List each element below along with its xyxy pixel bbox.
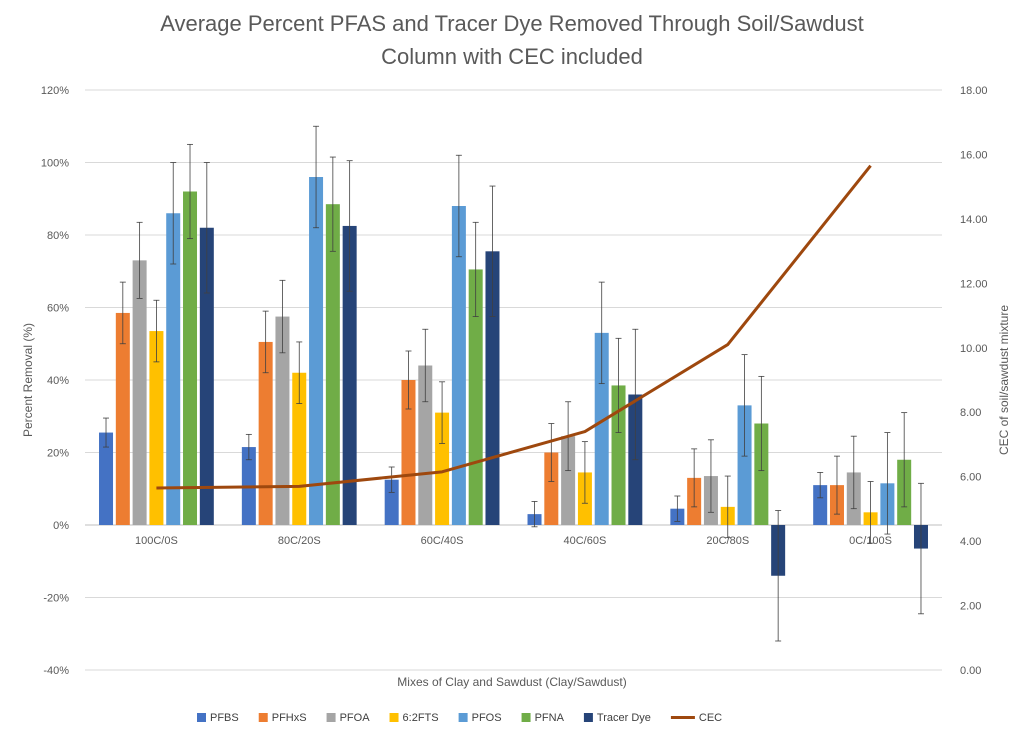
legend-label: 6:2FTS xyxy=(403,712,439,724)
legend-swatch xyxy=(583,713,593,722)
y-tick-label: 0% xyxy=(53,520,69,532)
bar xyxy=(611,385,626,525)
bar xyxy=(342,225,357,525)
x-tick-label: 100C/0S xyxy=(135,535,178,547)
cec-line xyxy=(156,164,872,490)
bar xyxy=(115,312,130,525)
legend-label: PFHxS xyxy=(272,712,307,724)
legend-label: CEC xyxy=(699,712,722,724)
bar xyxy=(737,405,752,525)
legend-item: CEC xyxy=(670,712,722,724)
y-tick-label: 100% xyxy=(41,158,69,170)
legend-swatch xyxy=(258,713,268,722)
chart-title-line-1: Average Percent PFAS and Tracer Dye Remo… xyxy=(160,11,864,36)
x-tick-label: 20C/80S xyxy=(706,535,749,547)
legend-swatch xyxy=(197,713,206,722)
bar xyxy=(325,204,340,525)
y2-tick-label: 14.00 xyxy=(960,214,988,226)
y2-axis-title: CEC of soil/sawdust mixture xyxy=(997,305,1011,455)
legend-item: PFOA xyxy=(326,712,371,724)
cec-line-path xyxy=(156,164,872,490)
bar xyxy=(132,260,147,525)
y2-tick-label: 6.00 xyxy=(960,472,981,484)
bar xyxy=(199,227,214,525)
bar xyxy=(183,191,198,525)
y-tick-label: 40% xyxy=(47,375,69,387)
bar xyxy=(451,206,466,525)
bars xyxy=(99,177,928,576)
y-tick-label: 20% xyxy=(47,448,69,460)
ticks: -40% -20% 0% 20% 40% 60% 80% 100% 120% 0.00 2.00 4.… xyxy=(41,85,988,677)
legend-label: PFNA xyxy=(535,712,565,724)
legend-item: 6:2FTS xyxy=(389,712,439,724)
legend-label: PFBS xyxy=(210,712,239,724)
y-tick-label: 60% xyxy=(47,303,69,315)
bar xyxy=(754,423,769,525)
legend-swatch xyxy=(521,713,531,722)
y2-tick-label: 4.00 xyxy=(960,536,981,548)
y2-tick-label: 10.00 xyxy=(960,343,988,355)
bar xyxy=(309,177,324,525)
y-tick-label: 80% xyxy=(47,230,69,242)
bar xyxy=(418,365,433,525)
y2-tick-label: 12.00 xyxy=(960,278,988,290)
bar xyxy=(594,332,609,525)
x-tick-label: 40C/60S xyxy=(564,535,607,547)
bar xyxy=(99,432,114,525)
y2-tick-label: 0.00 xyxy=(960,665,981,677)
bar xyxy=(258,341,273,525)
bar xyxy=(401,380,416,525)
y-tick-label: -40% xyxy=(43,665,69,677)
legend-label: PFOA xyxy=(340,712,371,724)
legend-swatch xyxy=(389,713,399,722)
y-tick-label: 120% xyxy=(41,85,69,97)
bar xyxy=(166,213,181,525)
legend-swatch xyxy=(326,713,336,722)
y2-tick-label: 16.00 xyxy=(960,149,988,161)
x-tick-label: 0C/100S xyxy=(849,535,892,547)
legend-item: PFNA xyxy=(521,712,565,724)
legend-item: PFBS xyxy=(197,712,239,724)
x-tick-label: 80C/20S xyxy=(278,535,321,547)
legend-label: PFOS xyxy=(472,712,502,724)
legend-label: Tracer Dye xyxy=(597,712,651,724)
y2-tick-label: 2.00 xyxy=(960,601,981,613)
bar xyxy=(561,436,576,525)
legend-item: Tracer Dye xyxy=(583,712,651,724)
y-axis-title: Percent Removal (%) xyxy=(21,323,35,437)
legend-item: PFHxS xyxy=(258,712,307,724)
bar xyxy=(384,479,399,525)
y2-tick-label: 8.00 xyxy=(960,407,981,419)
bar xyxy=(275,316,290,525)
y-tick-label: -20% xyxy=(43,593,69,605)
legend-swatch xyxy=(458,713,468,722)
gridlines xyxy=(85,89,942,671)
error-bars xyxy=(103,125,924,642)
bar xyxy=(544,452,559,525)
x-tick-label: 60C/40S xyxy=(421,535,464,547)
chart-title-line-2: Column with CEC included xyxy=(381,44,643,69)
bar xyxy=(435,412,450,525)
x-axis-title: Mixes of Clay and Sawdust (Clay/Sawdust) xyxy=(397,675,626,689)
y2-tick-label: 18.00 xyxy=(960,85,988,97)
legend: PFBS PFHxS PFOA 6:2FTS PFOS PFNA Tracer Dye CEC xyxy=(197,712,722,724)
bar xyxy=(813,485,828,525)
bar xyxy=(149,331,164,525)
legend-item: PFOS xyxy=(458,712,502,724)
